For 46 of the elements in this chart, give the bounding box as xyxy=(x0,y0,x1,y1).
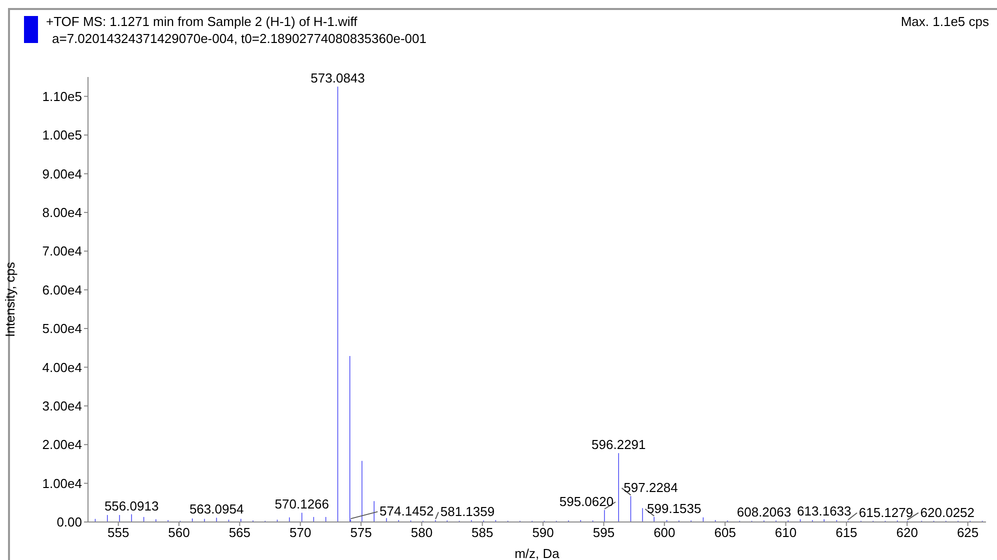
x-tick-label: 575 xyxy=(350,525,372,540)
x-tick-label: 615 xyxy=(836,525,858,540)
y-tick-label: 8.00e4 xyxy=(42,205,82,220)
chart-subtitle: a=7.02014324371429070e-004, t0=2.18902774080835360e-001 xyxy=(52,31,426,46)
x-axis-title: m/z, Da xyxy=(514,546,560,560)
annotation: 573.0843 xyxy=(310,70,365,86)
annotation: 620.0252 xyxy=(920,504,975,520)
x-tick-label: 605 xyxy=(714,525,736,540)
y-tick-label: 1.00e5 xyxy=(42,128,82,143)
x-tick-label: 600 xyxy=(654,525,676,540)
y-tick-label: 0.00 xyxy=(56,514,82,530)
x-tick-label: 560 xyxy=(168,525,190,540)
x-tick-label: 610 xyxy=(774,525,797,540)
y-tick-label: 6.00e4 xyxy=(42,282,82,298)
y-tick-label: 3.00e4 xyxy=(42,398,82,414)
annotation: 581.1359 xyxy=(440,504,495,520)
annotation: 599.1535 xyxy=(647,500,702,516)
y-tick-label: 9.00e4 xyxy=(42,166,82,182)
annotation: 563.0954 xyxy=(189,502,244,517)
text: Max. 1.1e5 cps xyxy=(900,14,989,29)
x-tick-label: 555 xyxy=(107,525,130,540)
annotation: 595.0620 xyxy=(559,494,614,510)
y-tick-label: 1.00e4 xyxy=(42,476,82,491)
x-tick-label: 595 xyxy=(592,525,615,540)
annotation: 570.1266 xyxy=(274,496,330,512)
y-axis-title: Intensity, cps xyxy=(2,262,18,337)
y-tick-label: 4.00e4 xyxy=(42,360,82,375)
annotation: 613.1633 xyxy=(797,503,852,518)
y-tick-label: 5.00e4 xyxy=(42,321,82,336)
annotation: 556.0913 xyxy=(104,498,159,514)
y-tick-label: 7.00e4 xyxy=(42,244,82,259)
chart-title: +TOF MS: 1.1271 min from Sample 2 (H-1) of H-1.wiff xyxy=(46,14,358,29)
y-tick-label: 2.00e4 xyxy=(42,437,82,452)
x-tick-label: 585 xyxy=(472,525,494,540)
annotation: 574.1452 xyxy=(380,504,434,519)
annotation: 615.1279 xyxy=(858,504,914,520)
x-tick-label: 625 xyxy=(956,525,979,540)
x-tick-label: 590 xyxy=(532,525,554,540)
annotation: 597.2284 xyxy=(624,480,678,496)
x-tick-label: 580 xyxy=(410,525,433,540)
annotation: 596.2291 xyxy=(592,437,646,452)
x-tick-label: 570 xyxy=(290,525,312,540)
annotation: 608.2063 xyxy=(736,504,792,520)
y-tick-label: 1.10e5 xyxy=(42,88,82,104)
x-tick-label: 620 xyxy=(896,525,918,540)
x-tick-label: 565 xyxy=(228,525,251,540)
